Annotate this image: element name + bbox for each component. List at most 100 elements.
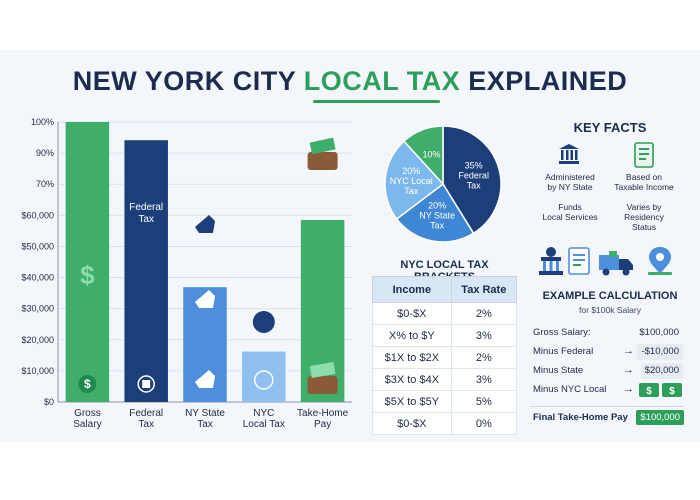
- final-take-home-row: Final Take-Home Pay $100,000: [530, 406, 684, 426]
- x-tick-label: Local Tax: [243, 419, 285, 430]
- cash-icon: [309, 137, 336, 155]
- y-tick-label: 90%: [36, 148, 54, 158]
- bracket-rate: 3%: [450, 368, 518, 391]
- pie-slice-label: Tax: [467, 180, 482, 190]
- example-value: $20,000: [640, 363, 683, 379]
- example-row-nyc: Minus NYC Local → $ $: [533, 382, 683, 398]
- tax-bar-chart: $0 $10,000 $20,000 $30,000 $40,000 $50,000 $60…: [21, 117, 352, 430]
- table-row: $0-$X 2%: [372, 302, 518, 325]
- key-fact-1: Administered by NY State: [530, 172, 610, 192]
- x-tick-label: Gross: [74, 408, 101, 419]
- key-fact-line: Local Services: [542, 212, 598, 222]
- page-title: NEW YORK CITY LOCAL TAX EXPLAINED: [0, 66, 700, 97]
- table-row: $3X to $4X 3%: [372, 368, 518, 391]
- nyc-skyline-icon: [254, 370, 274, 390]
- title-part-2: LOCAL TAX: [303, 66, 461, 96]
- x-tick-label: Salary: [73, 419, 101, 430]
- dollar-sign-icon: $: [80, 260, 95, 290]
- pie-slice-label: NY State: [419, 210, 455, 220]
- bracket-income: $1X to $2X: [372, 346, 452, 369]
- bracket-rate: 0%: [450, 412, 518, 435]
- bracket-rate: 2%: [450, 302, 518, 325]
- irs-seal-icon: [137, 375, 155, 393]
- final-label: Final Take-Home Pay: [533, 412, 628, 423]
- table-row: $1X to $2X 2%: [372, 346, 518, 369]
- key-fact-4: Varies by Residency Status: [604, 202, 684, 232]
- title-part-1: NEW YORK CITY: [72, 66, 296, 96]
- key-fact-line: Taxable Income: [614, 182, 674, 192]
- example-row-state: Minus State → $20,000: [533, 363, 683, 379]
- cash-icon: $ $: [639, 383, 682, 397]
- arrow-right-icon: →: [623, 383, 634, 395]
- key-fact-line: Administered: [545, 172, 595, 182]
- key-fact-line: by NY State: [547, 182, 593, 192]
- truck-icon: [599, 251, 633, 276]
- x-tick-label: NYC: [253, 408, 274, 419]
- pie-slice-label: 35%: [465, 160, 483, 170]
- title-part-3: EXPLAINED: [468, 66, 628, 96]
- svg-text:$: $: [669, 386, 675, 397]
- bracket-income: $5X to $5Y: [372, 390, 452, 413]
- svg-text:$: $: [646, 386, 652, 397]
- pie-slice-label: 20%: [428, 200, 446, 210]
- example-title: EXAMPLE CALCULATION: [542, 290, 678, 302]
- bracket-rate: 5%: [450, 390, 518, 413]
- document-icon: [568, 247, 590, 275]
- example-value: $100,000: [639, 327, 679, 338]
- key-fact-3: Funds Local Services: [530, 202, 610, 222]
- y-tick-label: $20,000: [21, 335, 54, 345]
- ny-state-map-icon: [195, 290, 215, 308]
- key-fact-line: Based on: [626, 172, 662, 182]
- x-tick-label: Federal: [129, 408, 163, 419]
- pie-slice-label: NYC Local: [390, 176, 433, 186]
- example-label: Minus NYC Local: [533, 384, 607, 395]
- y-tick-label: 70%: [36, 179, 54, 189]
- key-facts-title: KEY FACTS: [573, 120, 647, 135]
- bracket-income: X% to $Y: [372, 324, 452, 347]
- y-tick-label: $10,000: [21, 366, 54, 376]
- y-tick-label: 100%: [31, 117, 54, 127]
- bar: [242, 351, 286, 402]
- bar-label: Tax: [138, 214, 154, 225]
- pie-slice-label: 20%: [402, 166, 420, 176]
- x-tick-label: NY State: [185, 408, 225, 419]
- y-tick-label: $50,000: [21, 241, 54, 251]
- bar: [65, 122, 110, 402]
- arrow-right-icon: →: [623, 345, 634, 357]
- example-value: -$10,000: [637, 344, 683, 360]
- x-tick-label: Pay: [314, 419, 331, 430]
- map-pin-icon: [648, 247, 672, 275]
- example-subtitle: for $100k Salary: [579, 305, 641, 315]
- bracket-rate: 3%: [450, 324, 518, 347]
- example-label: Minus State: [533, 365, 584, 376]
- ny-state-map-icon: [195, 370, 215, 388]
- table-row: $5X to $5Y 5%: [372, 390, 518, 413]
- key-fact-line: Residency: [624, 212, 664, 222]
- pie-slice-label: Federal: [458, 170, 489, 180]
- irs-seal-icon: [142, 380, 151, 388]
- example-row-federal: Minus Federal → -$10,000: [533, 344, 683, 360]
- bracket-rate: 2%: [450, 346, 518, 369]
- key-fact-2: Based on Taxable Income: [604, 172, 684, 192]
- bar-label: Federal: [129, 202, 163, 213]
- bracket-income: $3X to $4X: [372, 368, 452, 391]
- y-tick-label: $60,000: [21, 210, 54, 220]
- pie-slice: [402, 125, 444, 186]
- table-row: X% to $Y 3%: [372, 324, 518, 347]
- tax-form-icon: [634, 142, 654, 168]
- brackets-header-income: Income: [372, 276, 452, 303]
- pie-slice: [395, 182, 475, 243]
- pie-slice: [384, 140, 445, 221]
- key-fact-line: Varies by: [626, 202, 662, 212]
- y-tick-label: $30,000: [21, 304, 54, 314]
- example-label: Minus Federal: [533, 346, 594, 357]
- arrow-right-icon: →: [623, 364, 634, 376]
- brackets-table: Income Tax Rate $0-$X 2% X% to $Y 3% $1X t…: [372, 276, 518, 435]
- x-tick-label: Tax: [197, 419, 213, 430]
- infographic-background: [0, 50, 700, 442]
- ny-state-map-icon: [195, 215, 215, 233]
- title-underline: [313, 100, 440, 103]
- city-hall-icon: [539, 247, 563, 275]
- key-fact-line: Status: [631, 222, 657, 232]
